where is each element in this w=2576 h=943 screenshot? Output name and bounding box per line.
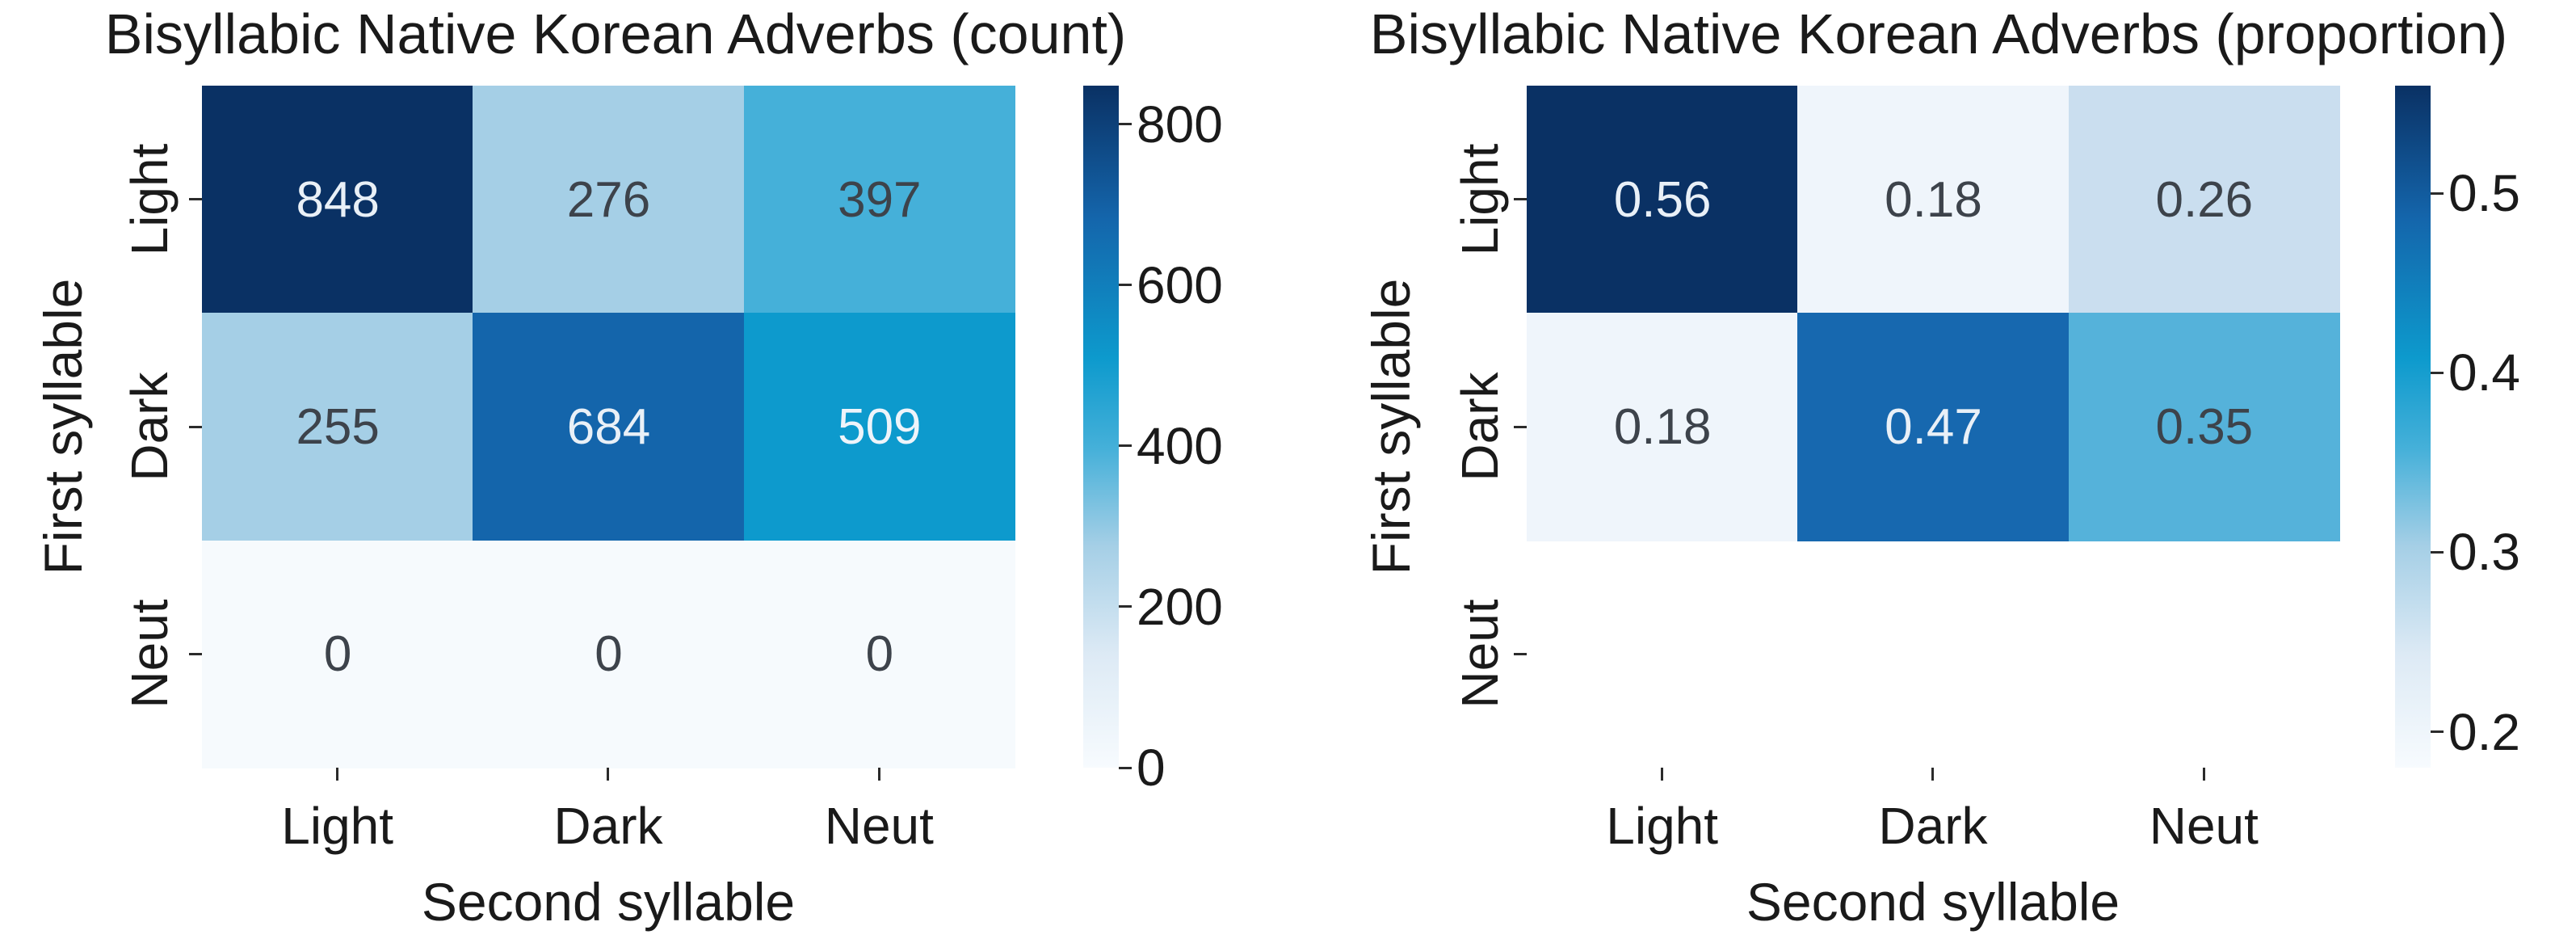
colorbar-tick-label: 0 bbox=[1137, 739, 1166, 797]
y-tick-label: Neut bbox=[120, 599, 179, 709]
colorbar-tick-label: 200 bbox=[1137, 577, 1223, 636]
y-tick-label: Dark bbox=[120, 372, 179, 482]
x-tick-label: Neut bbox=[824, 797, 934, 855]
y-tick-mark bbox=[1514, 425, 1527, 428]
y-tick-mark bbox=[189, 198, 202, 201]
heatmap-cell: 0.18 bbox=[1527, 313, 1799, 541]
colorbar-tick-label: 0.4 bbox=[2448, 343, 2520, 402]
x-tick-label: Neut bbox=[2149, 797, 2259, 855]
colorbar-tick-mark bbox=[1119, 605, 1132, 608]
x-tick-mark bbox=[336, 768, 339, 781]
heatmap-cell: 0.56 bbox=[1527, 86, 1799, 314]
colorbar-tick-mark bbox=[2431, 550, 2444, 554]
cell-value: 0.18 bbox=[1613, 398, 1712, 455]
y-axis-label: First syllable bbox=[33, 278, 93, 575]
cell-value: 0 bbox=[323, 626, 352, 683]
colorbar-tick-mark bbox=[1119, 444, 1132, 448]
y-tick-label: Light bbox=[120, 143, 179, 256]
cell-value: 684 bbox=[566, 398, 651, 455]
cell-value: 255 bbox=[296, 398, 380, 455]
x-tick-mark bbox=[607, 768, 610, 781]
heatmap-cell: 509 bbox=[743, 313, 1015, 541]
heatmap-cell: 0.18 bbox=[1797, 86, 2070, 314]
colorbar-tick-label: 800 bbox=[1137, 95, 1223, 154]
y-tick-mark bbox=[189, 652, 202, 655]
y-tick-mark bbox=[1514, 198, 1527, 201]
x-axis-label: Second syllable bbox=[421, 872, 796, 932]
heatmap-cell: 0.35 bbox=[2068, 313, 2340, 541]
cell-value: 0 bbox=[865, 626, 894, 683]
y-tick-mark bbox=[1514, 652, 1527, 655]
colorbar-tick-mark bbox=[2431, 192, 2444, 195]
colorbar-tick-label: 0.2 bbox=[2448, 702, 2520, 761]
heatmap-cell: 0.47 bbox=[1797, 313, 2070, 541]
heatmap-cell: 0 bbox=[743, 540, 1015, 768]
heatmap-cell: 255 bbox=[202, 313, 474, 541]
cell-value: 397 bbox=[838, 171, 922, 228]
x-tick-label: Light bbox=[281, 797, 394, 855]
heatmap-cell: 848 bbox=[202, 86, 474, 314]
colorbar-tick-mark bbox=[2431, 371, 2444, 374]
y-tick-label: Dark bbox=[1451, 372, 1509, 482]
x-axis-label: Second syllable bbox=[1746, 872, 2120, 932]
heatmap-cell: 0 bbox=[473, 540, 745, 768]
x-tick-label: Dark bbox=[1878, 797, 1988, 855]
colorbar-tick-label: 400 bbox=[1137, 416, 1223, 475]
cell-value: 0.56 bbox=[1613, 171, 1712, 228]
cell-value: 848 bbox=[296, 171, 380, 228]
colorbar-tick-mark bbox=[1119, 123, 1132, 126]
heatmap-cell: 0.26 bbox=[2068, 86, 2340, 314]
x-tick-mark bbox=[1931, 768, 1935, 781]
colorbar bbox=[1083, 86, 1119, 768]
colorbar-tick-mark bbox=[2431, 730, 2444, 734]
cell-value: 509 bbox=[838, 398, 922, 455]
y-tick-mark bbox=[189, 425, 202, 428]
cell-value: 0.18 bbox=[1885, 171, 1982, 228]
heatmap-cell: 684 bbox=[473, 313, 745, 541]
cell-value: 0.47 bbox=[1885, 398, 1982, 455]
x-tick-mark bbox=[1661, 768, 1664, 781]
cell-value: 276 bbox=[566, 171, 651, 228]
x-tick-mark bbox=[2202, 768, 2205, 781]
colorbar bbox=[2395, 86, 2431, 768]
y-tick-label: Neut bbox=[1451, 599, 1509, 709]
x-tick-label: Dark bbox=[553, 797, 663, 855]
heatmap-cell: 276 bbox=[473, 86, 745, 314]
y-tick-label: Light bbox=[1451, 143, 1509, 256]
colorbar-tick-label: 0.3 bbox=[2448, 523, 2520, 582]
x-tick-label: Light bbox=[1606, 797, 1719, 855]
chart-title: Bisyllabic Native Korean Adverbs (propor… bbox=[1369, 2, 2508, 65]
cell-value: 0 bbox=[595, 626, 623, 683]
x-tick-mark bbox=[877, 768, 880, 781]
y-axis-label: First syllable bbox=[1361, 278, 1421, 575]
heatmap-cell: 0 bbox=[202, 540, 474, 768]
cell-value: 0.26 bbox=[2155, 171, 2254, 228]
colorbar-tick-label: 0.5 bbox=[2448, 164, 2520, 223]
colorbar-tick-mark bbox=[1119, 766, 1132, 769]
colorbar-tick-mark bbox=[1119, 284, 1132, 287]
cell-value: 0.35 bbox=[2155, 398, 2254, 455]
chart-title: Bisyllabic Native Korean Adverbs (count) bbox=[104, 2, 1127, 65]
heatmap-cell: 397 bbox=[743, 86, 1015, 314]
colorbar-tick-label: 600 bbox=[1137, 255, 1223, 314]
